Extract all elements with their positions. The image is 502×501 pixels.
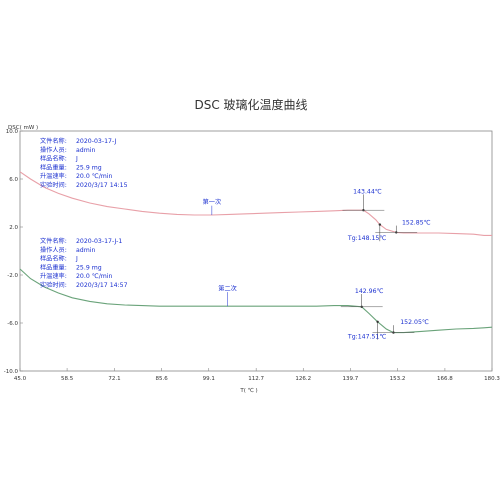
x-tick-label: 58.5: [61, 376, 74, 382]
annotation-label: 152.85℃: [402, 220, 431, 227]
x-tick-label: 153.2: [390, 376, 406, 382]
info-value: admin: [76, 247, 95, 254]
annotation-label: Tg:148.15℃: [347, 235, 386, 242]
info-key: 操作人员:: [40, 146, 67, 154]
x-tick-label: 180.3: [484, 376, 500, 382]
y-tick-label: -6.0: [7, 321, 18, 327]
info-key: 升温速率:: [40, 172, 67, 180]
chart-layer: 10.0 6.0 2.0 -2.0 -6.0 -10.045.0 58.5 72.1 85.6 9…: [4, 129, 501, 382]
info-key: 样品重量:: [40, 163, 67, 171]
info-key: 样品名称:: [40, 255, 67, 263]
y-tick-label: -2.0: [7, 273, 18, 279]
info-value: 25.9 mg: [76, 264, 102, 271]
info-value: 2020-03-17-J: [76, 138, 117, 145]
info-key: 升温速率:: [40, 272, 67, 280]
info-value: J: [75, 256, 78, 263]
annotation-label: 152.05℃: [400, 319, 429, 326]
x-tick-label: 72.1: [108, 376, 120, 382]
x-tick-label: 112.7: [248, 376, 264, 382]
info-value: 20.0 ℃/min: [76, 173, 113, 180]
y-tick-label: 2.0: [9, 225, 18, 231]
series-label: 第一次: [203, 198, 222, 206]
x-tick-label: 139.7: [342, 376, 358, 382]
annotation-label: Tg:147.51℃: [347, 334, 386, 341]
annotation-label: 142.96℃: [355, 288, 384, 295]
info-key: 样品名称:: [40, 155, 67, 163]
x-tick-label: 126.2: [295, 376, 311, 382]
info-key: 样品重量:: [40, 263, 67, 271]
info-value: 20.0 ℃/min: [76, 273, 113, 280]
info-key: 操作人员:: [40, 246, 67, 254]
info-key: 文件名称:: [40, 237, 67, 245]
info-value: 2020/3/17 14:57: [76, 282, 128, 289]
series-line-2: [19, 268, 493, 334]
info-value: 2020/3/17 14:15: [76, 182, 128, 189]
x-tick-label: 85.6: [156, 376, 169, 382]
y-tick-label: 6.0: [9, 177, 18, 183]
chart-title: DSC 玻璃化温度曲线: [194, 97, 307, 112]
info-key: 实验时间:: [40, 281, 67, 289]
x-tick-label: 166.8: [437, 376, 453, 382]
x-tick-label: 99.1: [203, 376, 215, 382]
info-value: 25.9 mg: [76, 164, 102, 171]
info-value: J: [75, 156, 78, 163]
info-key: 文件名称:: [40, 137, 67, 145]
info-key: 实验时间:: [40, 181, 67, 189]
annotation-point: [376, 320, 379, 323]
series-line-1: [19, 171, 492, 236]
y-axis-label: DSC( mW ): [8, 125, 38, 131]
info-value: 2020-03-17-J-1: [76, 238, 122, 245]
y-tick-label: 10.0: [6, 129, 19, 135]
series-label: 第二次: [218, 285, 237, 293]
x-axis-label: T( ℃ ): [239, 387, 257, 394]
info-value: admin: [76, 147, 95, 154]
annotation-point: [378, 223, 382, 226]
y-tick-label: -10.0: [4, 369, 19, 375]
x-tick-label: 45.0: [14, 376, 27, 382]
annotation-label: 143.44℃: [353, 188, 382, 195]
